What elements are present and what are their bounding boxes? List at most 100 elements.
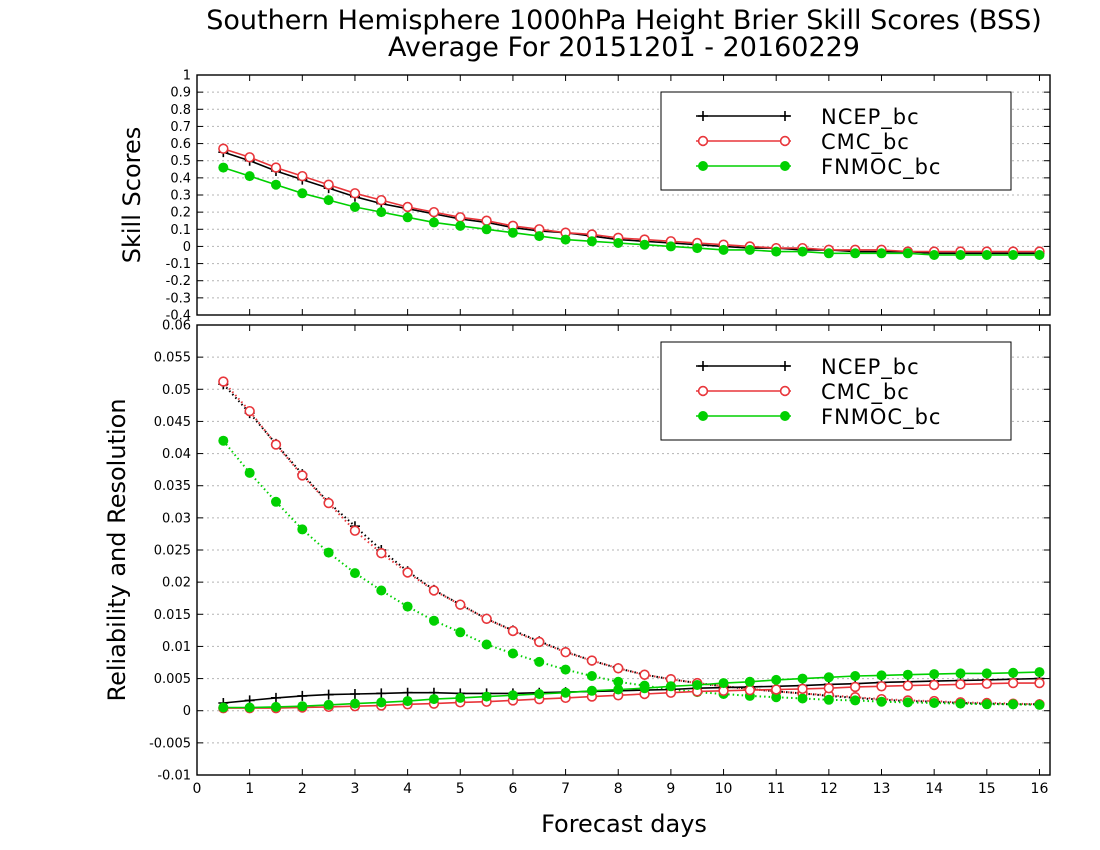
reliability-resolution-panel-y-tick-label: 0.06	[162, 319, 191, 334]
reliability-resolution-panel-series-fnmoc-bc-resolution-point	[428, 615, 439, 626]
reliability-resolution-panel-legend-marker	[780, 411, 790, 421]
reliability-resolution-panel-series-cmc-bc-resolution-point	[349, 525, 361, 536]
skill-scores-panel-series-fnmoc-bc-point	[850, 248, 861, 259]
skill-scores-series	[218, 143, 1045, 260]
reliability-resolution-panel-series-fnmoc-bc-reliability-point	[639, 683, 650, 694]
reliability-resolution-panel-series-cmc-bc-resolution-point	[613, 663, 624, 674]
reliability-resolution-panel-y-tick-label: 0.05	[162, 383, 191, 398]
skill-scores-panel-y-tick-label: 0.9	[170, 86, 191, 101]
skill-scores-panel-series-fnmoc-bc-point	[955, 250, 966, 260]
skill-scores-panel-series-fnmoc-bc-point	[902, 248, 913, 259]
reliability-resolution-panel-series-cmc-bc-resolution-point	[455, 599, 466, 610]
reliability-resolution-panel-series-fnmoc-bc-resolution-point	[797, 693, 808, 704]
skill-scores-panel-series-cmc-bc-point	[297, 170, 308, 182]
reliability-resolution-panel-series-cmc-bc-resolution-point	[270, 439, 282, 450]
reliability-resolution-panel-series-fnmoc-bc-reliability-point	[323, 699, 334, 710]
chart-subtitle: Average For 20151201 - 20160229	[388, 32, 860, 63]
reliability-resolution-panel-series-cmc-bc-resolution-point	[481, 613, 492, 624]
reliability-resolution-panel-series-fnmoc-bc-reliability-point	[1034, 667, 1045, 678]
reliability-resolution-panel-series-fnmoc-bc-reliability-point	[560, 687, 571, 698]
reliability-resolution-panel-y-tick-label: -0.01	[157, 769, 191, 784]
reliability-resolution-panel-series-cmc-bc-resolution-point	[639, 669, 650, 680]
skill-scores-panel-series-fnmoc-bc-point	[771, 246, 782, 257]
skill-scores-panel-series-cmc-bc-point	[218, 143, 229, 154]
reliability-resolution-y-axis-label: Reliability and Resolution	[103, 398, 131, 701]
skill-scores-panel-series-fnmoc-bc-point	[481, 224, 492, 235]
skill-scores-panel-legend-label: CMC_bc	[821, 130, 910, 155]
skill-scores-panel-series-fnmoc-bc-point	[428, 217, 439, 228]
reliability-resolution-panel-series-fnmoc-bc-resolution-point	[270, 496, 281, 507]
reliability-resolution-panel-legend-label: FNMOC_bc	[821, 405, 941, 430]
reliability-resolution-panel-series-fnmoc-bc-reliability-point	[218, 702, 229, 713]
skill-scores-panel-y-tick-label: -0.1	[166, 257, 191, 272]
reliability-resolution-panel-series-fnmoc-bc-resolution-point	[376, 585, 387, 596]
skill-scores-panel-series-fnmoc-bc-point	[560, 234, 571, 245]
skill-scores-panel-series-cmc-bc-point	[455, 212, 466, 223]
skill-scores-panel-legend-cmc-bc: CMC_bc	[696, 130, 910, 155]
reliability-resolution-panel-series-fnmoc-bc-reliability-point	[744, 676, 755, 687]
reliability-resolution-panel-x-tick-label: 8	[614, 781, 623, 797]
reliability-resolution-panel-legend-label: CMC_bc	[821, 380, 910, 405]
skill-scores-panel-series-fnmoc-bc-point	[665, 241, 676, 252]
skill-scores-panel-series-fnmoc-bc-point	[823, 248, 834, 259]
reliability-resolution-panel-x-tick-label: 10	[715, 781, 733, 797]
skill-scores-panel-y-tick-label: -0.2	[166, 274, 191, 289]
reliability-resolution-panel-series-fnmoc-bc-resolution-point	[218, 435, 229, 446]
reliability-resolution-panel-frame	[196, 324, 1051, 776]
reliability-resolution-panel-series-cmc-bc-reliability	[218, 677, 1045, 714]
reliability-resolution-panel-y-tick-label: 0.01	[162, 640, 191, 655]
reliability-resolution-panel-series-fnmoc-bc-reliability-point	[297, 701, 308, 712]
skill-scores-panel-series-fnmoc-bc-point	[586, 236, 597, 247]
skill-scores-y-axis-label: Skill Scores	[118, 127, 146, 264]
skill-scores-panel-series-fnmoc-bc-point	[218, 162, 229, 173]
reliability-resolution-panel-series-cmc-bc-reliability-point	[876, 681, 887, 692]
reliability-resolution-panel-series-fnmoc-bc-reliability-point	[902, 669, 913, 680]
reliability-resolution-panel-series-cmc-bc-reliability-point	[744, 684, 756, 696]
reliability-resolution-panel-series-fnmoc-bc-reliability-point	[455, 692, 466, 703]
skill-scores-panel-legend-fnmoc-bc: FNMOC_bc	[696, 155, 940, 180]
skill-scores-panel-series-cmc-bc-point	[402, 201, 413, 213]
reliability-resolution-panel-series-fnmoc-bc-resolution	[218, 435, 1045, 710]
reliability-resolution-panel-series-cmc-bc-reliability-point	[849, 681, 861, 693]
reliability-resolution-panel-series-cmc-bc-resolution-point	[297, 470, 308, 481]
reliability-resolution-panel-series-ncep-bc-reliability-point	[349, 689, 360, 699]
reliability-resolution-panel-series-fnmoc-bc-reliability-point	[929, 669, 940, 680]
reliability-resolution-panel-series-fnmoc-bc-resolution-point	[981, 699, 992, 710]
reliability-resolution-panel-legend-fnmoc-bc: FNMOC_bc	[696, 405, 941, 430]
reliability-resolution-panel-series-fnmoc-bc-reliability-point	[797, 673, 808, 684]
reliability-resolution-panel-series-fnmoc-bc-reliability-point	[876, 670, 887, 681]
skill-scores-panel-y-tick-label: 0	[183, 240, 191, 255]
reliability-resolution-panel-series-fnmoc-bc-reliability-point	[613, 684, 624, 695]
reliability-resolution-panel-series-cmc-bc-resolution-point	[507, 625, 519, 637]
reliability-resolution-panel-series-ncep-bc-reliability-point	[323, 689, 334, 700]
skill-scores-panel-series-fnmoc-bc-point	[744, 244, 755, 255]
reliability-resolution-panel-series-cmc-bc-resolution-point	[428, 585, 440, 596]
reliability-resolution-panel-series-fnmoc-bc-reliability-point	[1008, 667, 1019, 678]
skill-scores-panel-y-tick-label: -0.4	[166, 309, 191, 324]
reliability-resolution-panel-series-fnmoc-bc-resolution-point	[323, 547, 334, 558]
reliability-resolution-panel-series-ncep-bc-reliability-point	[402, 687, 413, 698]
reliability-resolution-panel-series-fnmoc-bc-reliability-point	[481, 691, 492, 702]
reliability-resolution-panel-x-tick-label: 4	[403, 781, 412, 797]
reliability-resolution-panel-series-cmc-bc-reliability-point	[955, 679, 966, 690]
reliability-resolution-panel-series-ncep-bc-reliability-point	[376, 688, 387, 699]
reliability-resolution-panel-y-tick-label: 0.025	[154, 544, 191, 559]
reliability-resolution-panel-legend-marker	[779, 385, 791, 397]
skill-scores-panel-series-cmc-bc-point	[323, 179, 334, 190]
reliability-resolution-panel-series-fnmoc-bc-resolution-point	[534, 656, 545, 667]
reliability-resolution-panel-series-fnmoc-bc-resolution-point	[850, 695, 861, 706]
reliability-resolution-panel-legend-marker	[698, 361, 708, 371]
reliability-resolution-panel-series-fnmoc-bc-reliability-point	[507, 690, 518, 701]
reliability-resolution-panel-series-fnmoc-bc-resolution-point	[402, 601, 413, 612]
skill-scores-panel-legend-marker	[780, 111, 790, 121]
reliability-resolution-panel-y-tick-label: 0.04	[162, 447, 191, 462]
reliability-resolution-panel-x-tick-label: 6	[508, 781, 517, 797]
skill-scores-panel-series-fnmoc-bc-point	[297, 188, 308, 199]
reliability-resolution-panel-series-fnmoc-bc-resolution-point	[771, 692, 782, 703]
chart-title: Southern Hemisphere 1000hPa Height Brier…	[206, 5, 1042, 36]
skill-scores-panel-series-cmc-bc-point	[244, 152, 255, 163]
reliability-resolution-panel-y-tick-label: 0	[183, 704, 191, 719]
skill-scores-panel-y-tick-label: 0.1	[170, 223, 191, 238]
skill-scores-panel-series-fnmoc-bc-point	[349, 202, 360, 212]
